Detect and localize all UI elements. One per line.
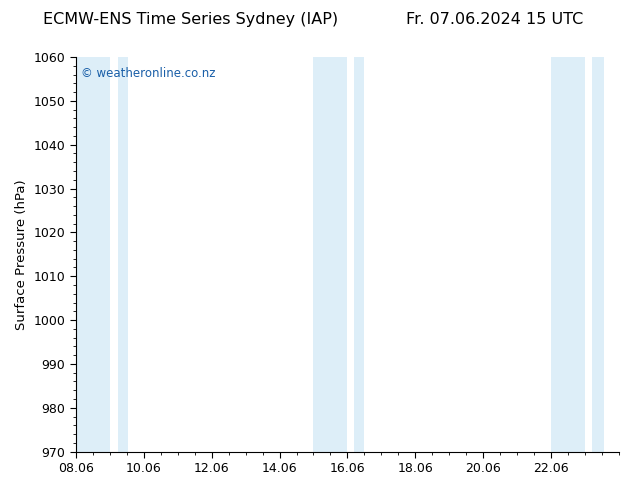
Bar — [76, 57, 110, 452]
Text: Fr. 07.06.2024 15 UTC: Fr. 07.06.2024 15 UTC — [406, 12, 583, 27]
Bar — [354, 57, 365, 452]
Text: © weatheronline.co.nz: © weatheronline.co.nz — [81, 67, 216, 80]
Y-axis label: Surface Pressure (hPa): Surface Pressure (hPa) — [15, 179, 28, 330]
Bar — [119, 57, 129, 452]
Bar — [551, 57, 585, 452]
Bar — [592, 57, 604, 452]
Bar — [313, 57, 347, 452]
Text: ECMW-ENS Time Series Sydney (IAP): ECMW-ENS Time Series Sydney (IAP) — [42, 12, 338, 27]
